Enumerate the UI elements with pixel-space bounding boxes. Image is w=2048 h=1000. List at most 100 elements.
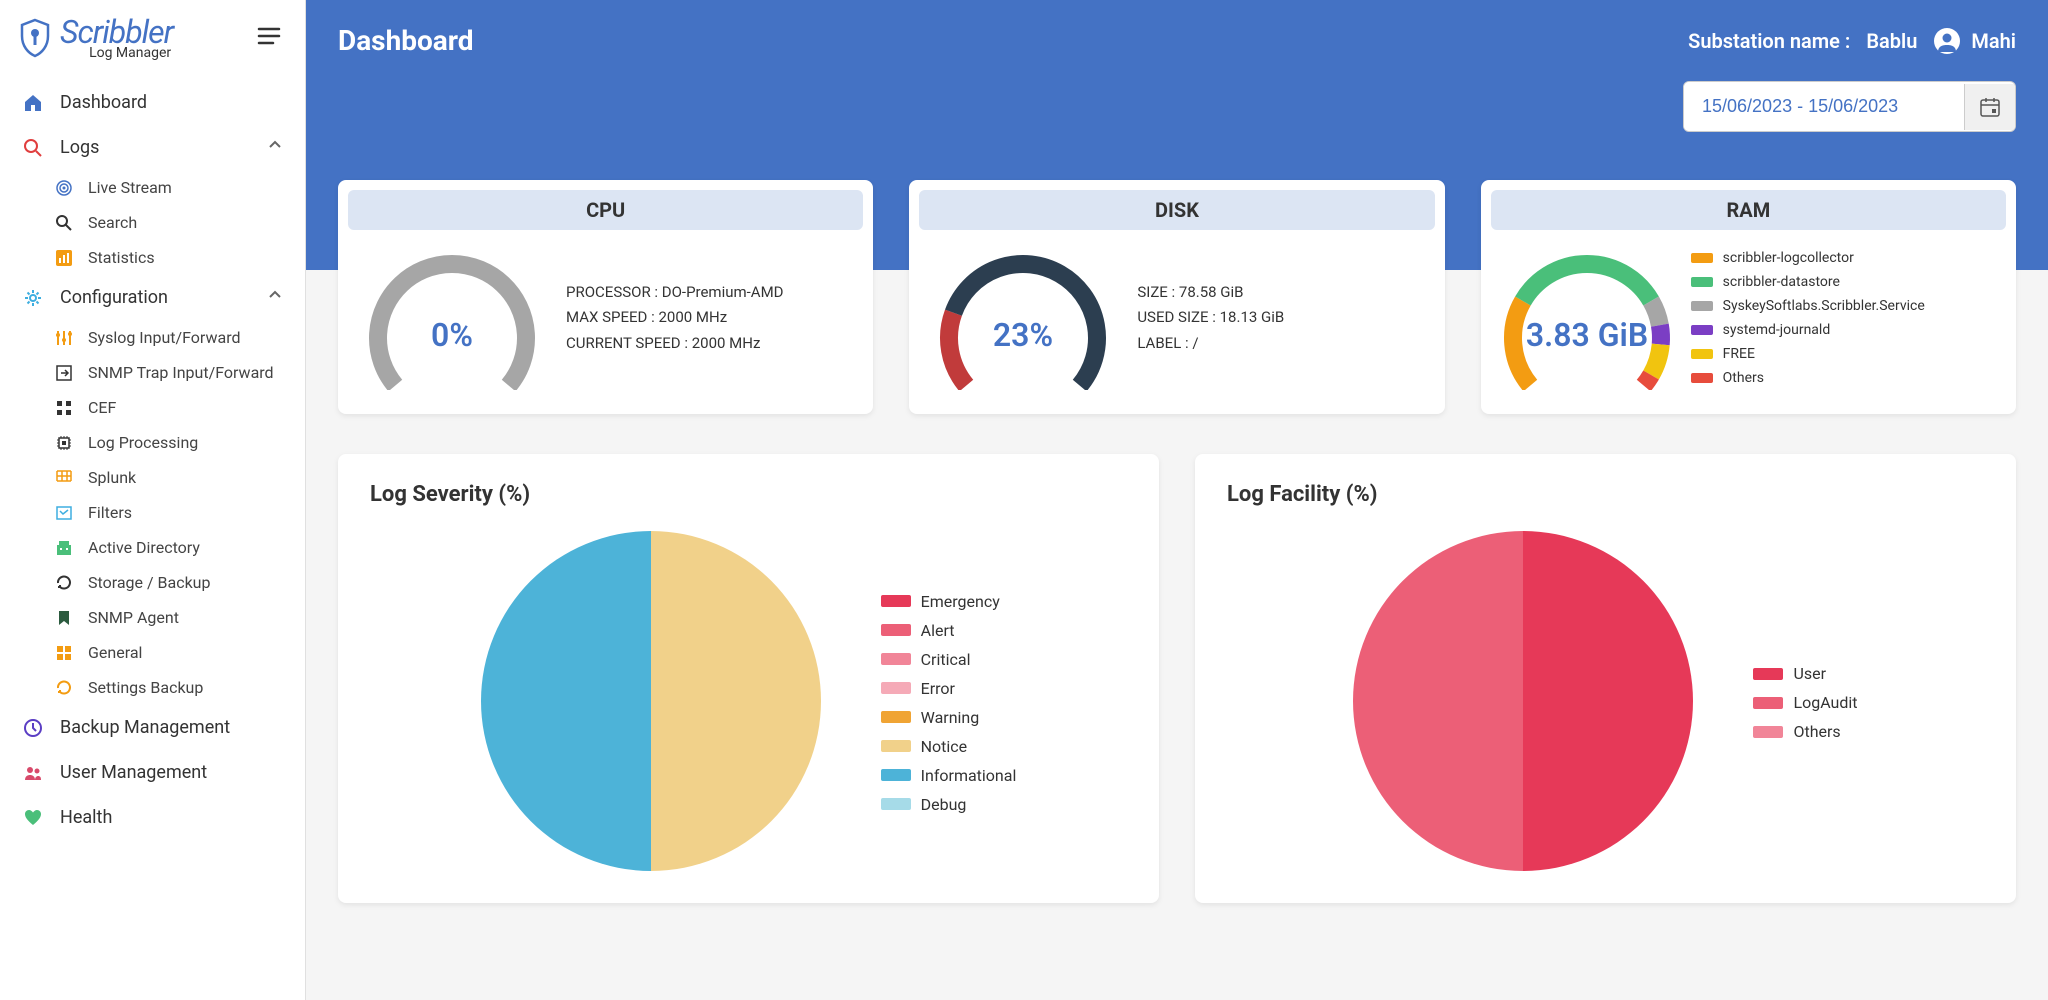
legend-item: Critical: [881, 650, 1017, 669]
home-icon: [22, 93, 44, 113]
nav-user-mgmt[interactable]: User Management: [0, 750, 305, 795]
legend-item: FREE: [1691, 346, 1925, 362]
chevron-up-icon: [267, 287, 283, 308]
nav-logs-sub: Live Stream Search Statistics: [0, 170, 305, 275]
info-line: SIZE : 78.58 GiB: [1137, 280, 1284, 306]
hamburger-icon[interactable]: [253, 22, 285, 54]
nav-label: Syslog Input/Forward: [88, 328, 241, 347]
nav-general[interactable]: General: [54, 635, 305, 670]
nav-backup-mgmt[interactable]: Backup Management: [0, 705, 305, 750]
nav-label: Active Directory: [88, 538, 200, 557]
nav-label: SNMP Trap Input/Forward: [88, 363, 274, 382]
nav-label: Filters: [88, 503, 132, 522]
nav-label: Health: [60, 807, 112, 828]
date-range-picker[interactable]: [1683, 81, 2016, 132]
legend-item: systemd-journald: [1691, 322, 1925, 338]
nav-syslog[interactable]: Syslog Input/Forward: [54, 320, 305, 355]
card-header: CPU: [348, 190, 863, 230]
nav-cef[interactable]: CEF: [54, 390, 305, 425]
nav-configuration[interactable]: Configuration: [0, 275, 305, 320]
info-line: MAX SPEED : 2000 MHz: [566, 305, 784, 331]
sliders-icon: [54, 329, 74, 347]
logo-sub-text: Log Manager: [89, 46, 171, 60]
cpu-gauge: 0%: [362, 242, 542, 394]
calendar-icon: [1979, 96, 2001, 118]
page-title: Dashboard: [338, 24, 474, 57]
card-header: DISK: [919, 190, 1434, 230]
nav-live-stream[interactable]: Live Stream: [54, 170, 305, 205]
refresh-icon: [54, 574, 74, 592]
nav-search[interactable]: Search: [54, 205, 305, 240]
dashboard-icon: [54, 644, 74, 662]
severity-card: Log Severity (%) EmergencyAlertCriticalE…: [338, 454, 1159, 903]
user-menu[interactable]: Mahi: [1933, 27, 2016, 55]
nav-filters[interactable]: Filters: [54, 495, 305, 530]
nav-config-sub: Syslog Input/Forward SNMP Trap Input/For…: [0, 320, 305, 705]
cpu-icon: [54, 434, 74, 452]
nav-active-directory[interactable]: Active Directory: [54, 530, 305, 565]
sidebar: Scribbler Log Manager Dashboard Logs: [0, 0, 306, 1000]
info-line: PROCESSOR : DO-Premium-AMD: [566, 280, 784, 306]
nav-statistics[interactable]: Statistics: [54, 240, 305, 275]
legend-item: Emergency: [881, 592, 1017, 611]
legend-item: Alert: [881, 621, 1017, 640]
search-icon: [22, 138, 44, 158]
header-right: Substation name : Bablu Mahi: [1688, 27, 2016, 55]
nav-label: General: [88, 643, 142, 662]
filter-icon: [54, 504, 74, 522]
disk-gauge: 23%: [933, 242, 1113, 394]
grid-icon: [54, 469, 74, 487]
nav-health[interactable]: Health: [0, 795, 305, 840]
export-icon: [54, 364, 74, 382]
nav-label: Splunk: [88, 468, 136, 487]
svg-text:0%: 0%: [431, 316, 473, 354]
nav-label: Live Stream: [88, 178, 172, 197]
legend-item: Informational: [881, 766, 1017, 785]
info-line: LABEL : /: [1137, 331, 1284, 357]
calendar-button[interactable]: [1964, 84, 2015, 130]
nav: Dashboard Logs Live Stream Search Statis…: [0, 72, 305, 1000]
ram-legend: scribbler-logcollectorscribbler-datastor…: [1691, 250, 1925, 386]
content: CPU 0% PROCESSOR : DO-Premium-AMDMAX SPE…: [306, 180, 2048, 975]
logo[interactable]: Scribbler Log Manager: [18, 16, 173, 60]
nav-label: User Management: [60, 762, 207, 783]
nav-label: Logs: [60, 137, 99, 158]
logo-main-text: Scribbler: [60, 16, 173, 48]
info-line: CURRENT SPEED : 2000 MHz: [566, 331, 784, 357]
substation-value: Bablu: [1866, 29, 1917, 53]
logo-row: Scribbler Log Manager: [0, 0, 305, 72]
nav-snmp-trap[interactable]: SNMP Trap Input/Forward: [54, 355, 305, 390]
radar-icon: [54, 179, 74, 197]
disk-card: DISK 23% SIZE : 78.58 GiBUSED SIZE : 18.…: [909, 180, 1444, 414]
gear-icon: [22, 288, 44, 308]
nav-dashboard[interactable]: Dashboard: [0, 80, 305, 125]
nav-storage-backup[interactable]: Storage / Backup: [54, 565, 305, 600]
date-range-input[interactable]: [1684, 82, 1964, 131]
cpu-info: PROCESSOR : DO-Premium-AMDMAX SPEED : 20…: [566, 280, 784, 357]
nav-logs[interactable]: Logs: [0, 125, 305, 170]
nav-label: Storage / Backup: [88, 573, 210, 592]
users-icon: [22, 763, 44, 783]
legend-item: scribbler-datastore: [1691, 274, 1925, 290]
avatar-icon: [1933, 27, 1961, 55]
nav-splunk[interactable]: Splunk: [54, 460, 305, 495]
nav-label: Dashboard: [60, 92, 147, 113]
legend-item: Warning: [881, 708, 1017, 727]
heart-icon: [22, 808, 44, 828]
nav-snmp-agent[interactable]: SNMP Agent: [54, 600, 305, 635]
nav-label: Backup Management: [60, 717, 230, 738]
chart-title: Log Severity (%): [370, 482, 1127, 507]
ram-gauge: 3.83 GiB: [1497, 242, 1677, 394]
nav-log-processing[interactable]: Log Processing: [54, 425, 305, 460]
nav-settings-backup[interactable]: Settings Backup: [54, 670, 305, 705]
nav-label: CEF: [88, 398, 116, 417]
nav-label: Statistics: [88, 248, 155, 267]
username: Mahi: [1971, 29, 2016, 53]
nav-label: Settings Backup: [88, 678, 203, 697]
refresh-icon: [54, 679, 74, 697]
legend-item: Others: [1691, 370, 1925, 386]
severity-legend: EmergencyAlertCriticalErrorWarningNotice…: [881, 592, 1017, 814]
chevron-up-icon: [267, 137, 283, 158]
legend-item: SyskeySoftlabs.Scribbler.Service: [1691, 298, 1925, 314]
svg-text:3.83 GiB: 3.83 GiB: [1526, 316, 1648, 354]
